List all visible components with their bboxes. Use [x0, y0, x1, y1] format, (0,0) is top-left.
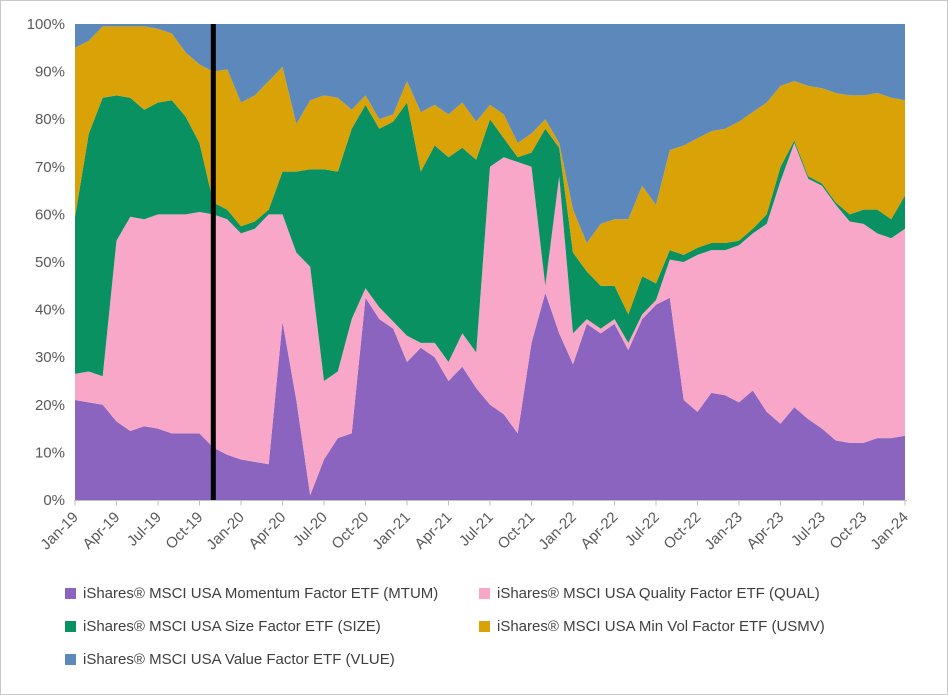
area-series-usmv	[75, 26, 905, 315]
x-axis-label: Jul-19	[124, 509, 165, 550]
legend-label: iShares® MSCI USA Momentum Factor ETF (M…	[83, 585, 439, 602]
chart-legend: iShares® MSCI USA Momentum Factor ETF (M…	[65, 583, 915, 670]
x-axis-label: Oct-21	[494, 509, 538, 553]
legend-swatch-vlue	[65, 654, 76, 665]
x-axis-label: Jan-20	[203, 509, 247, 553]
y-axis-label: 80%	[35, 111, 65, 128]
legend-item-qual: iShares® MSCI USA Quality Factor ETF (QU…	[479, 583, 915, 604]
x-axis-label: Jul-21	[456, 509, 497, 550]
legend-label: iShares® MSCI USA Min Vol Factor ETF (US…	[497, 618, 825, 635]
x-axis-label: Jan-24	[867, 509, 911, 553]
x-axis-label: Jul-20	[290, 509, 331, 550]
x-axis-label: Apr-21	[411, 509, 455, 553]
legend-swatch-mtum	[65, 588, 76, 599]
x-axis-label: Oct-20	[328, 509, 372, 553]
legend-swatch-size	[65, 621, 76, 632]
x-axis-label: Apr-19	[79, 509, 123, 553]
x-axis-label: Oct-19	[162, 509, 206, 553]
y-axis-label: 30%	[35, 349, 65, 366]
legend-item-size: iShares® MSCI USA Size Factor ETF (SIZE)	[65, 616, 479, 637]
y-axis-label: 90%	[35, 64, 65, 81]
event-marker-line	[210, 24, 216, 500]
legend-item-vlue: iShares® MSCI USA Value Factor ETF (VLUE…	[65, 649, 479, 670]
area-series-size	[75, 95, 905, 382]
x-axis-label: Oct-22	[660, 509, 704, 553]
y-axis-label: 10%	[35, 444, 65, 461]
legend-item-mtum: iShares® MSCI USA Momentum Factor ETF (M…	[65, 583, 479, 604]
x-axis-label: Oct-23	[826, 509, 870, 553]
y-axis-label: 0%	[43, 492, 65, 509]
area-series-qual	[75, 143, 905, 496]
legend-label: iShares® MSCI USA Quality Factor ETF (QU…	[497, 585, 820, 602]
area-series-vlue	[75, 24, 905, 243]
x-axis-label: Jul-22	[622, 509, 663, 550]
x-axis-label: Jan-23	[701, 509, 745, 553]
legend-label: iShares® MSCI USA Value Factor ETF (VLUE…	[83, 651, 395, 668]
legend-swatch-qual	[479, 588, 490, 599]
x-axis-label: Apr-20	[245, 509, 289, 553]
y-axis-label: 40%	[35, 302, 65, 319]
y-axis-label: 70%	[35, 159, 65, 176]
x-axis-label: Jan-22	[535, 509, 579, 553]
legend-swatch-usmv	[479, 621, 490, 632]
x-axis-label: Jul-23	[788, 509, 829, 550]
legend-item-usmv: iShares® MSCI USA Min Vol Factor ETF (US…	[479, 616, 915, 637]
x-axis-label: Apr-23	[743, 509, 787, 553]
x-axis-label: Jan-19	[37, 509, 81, 553]
x-axis-label: Jan-21	[369, 509, 413, 553]
y-axis-label: 60%	[35, 206, 65, 223]
y-axis-label: 50%	[35, 254, 65, 271]
y-axis-label: 100%	[27, 16, 65, 33]
legend-label: iShares® MSCI USA Size Factor ETF (SIZE)	[83, 618, 381, 635]
area-series-mtum	[75, 292, 905, 500]
y-axis-label: 20%	[35, 397, 65, 414]
x-axis-label: Apr-22	[577, 509, 621, 553]
